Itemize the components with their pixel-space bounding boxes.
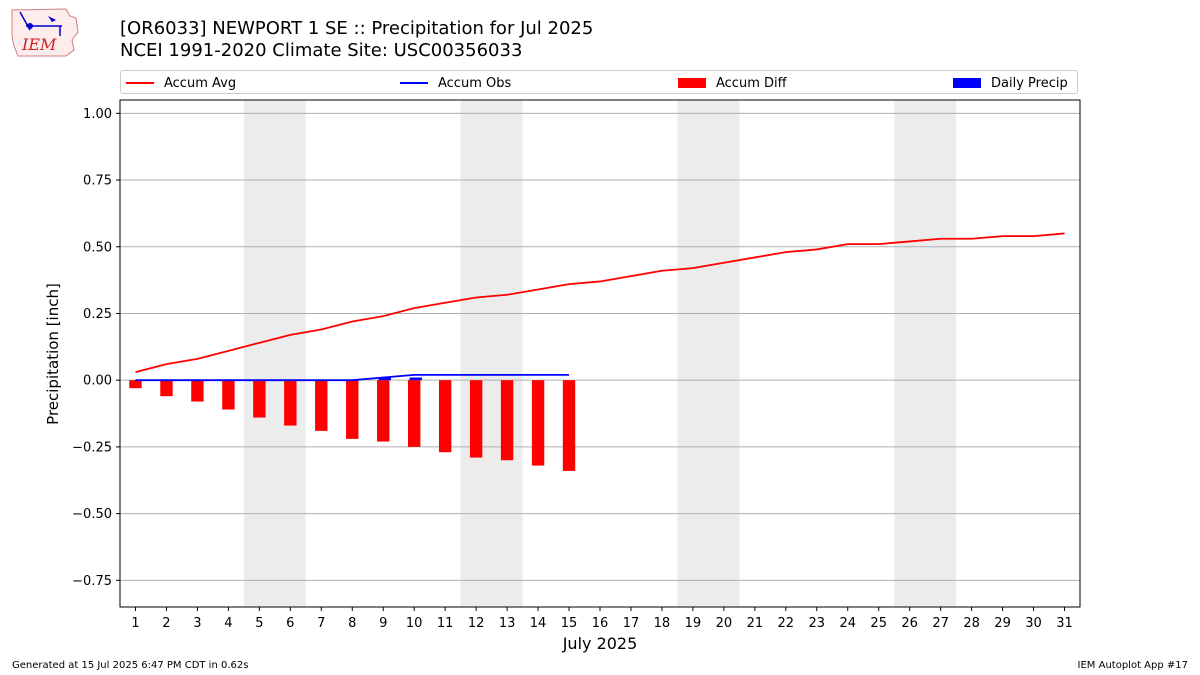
accum-diff-bar <box>315 380 328 431</box>
weekend-shade <box>677 100 740 607</box>
y-tick-label: −0.50 <box>72 507 112 522</box>
x-tick-label: 29 <box>994 616 1011 631</box>
accum-diff-bar <box>531 380 545 466</box>
accum-avg-line <box>135 232 1065 374</box>
legend-label-accum-avg: Accum Avg <box>164 75 237 91</box>
accum-diff-bar <box>469 380 483 458</box>
logo-text: IEM <box>21 35 57 54</box>
accum-diff-bar <box>500 380 514 461</box>
x-tick-label: 31 <box>1056 616 1073 631</box>
legend-item-accum-diff: Accum Diff <box>678 74 787 92</box>
chart-title: [OR6033] NEWPORT 1 SE :: Precipitation f… <box>120 18 593 62</box>
legend-swatch-accum-avg <box>126 82 154 84</box>
y-tick-label: 1.00 <box>83 107 112 122</box>
x-tick-label: 17 <box>623 616 640 631</box>
title-line-2: NCEI 1991-2020 Climate Site: USC00356033 <box>120 40 523 61</box>
legend-item-accum-avg: Accum Avg <box>126 74 236 92</box>
legend: Accum Avg Accum Obs Accum Diff Daily Pre… <box>120 70 1078 94</box>
x-tick-label: 2 <box>162 616 170 631</box>
x-tick-label: 14 <box>530 616 547 631</box>
accum-obs-line <box>135 373 570 382</box>
accum-diff-bar <box>191 380 204 402</box>
accum-diff-bar <box>129 380 142 389</box>
x-tick-label: 24 <box>839 616 856 631</box>
y-tick-label: 0.00 <box>83 374 112 389</box>
x-tick-label: 26 <box>901 616 918 631</box>
legend-label-daily-precip: Daily Precip <box>991 75 1068 91</box>
legend-swatch-accum-obs <box>400 82 428 84</box>
x-tick-label: 15 <box>561 616 578 631</box>
x-tick-label: 16 <box>592 616 609 631</box>
x-tick-label: 11 <box>437 616 454 631</box>
y-tick-label: 0.25 <box>83 307 112 322</box>
y-axis-label: Precipitation [inch] <box>44 283 62 425</box>
x-tick-label: 3 <box>193 616 201 631</box>
legend-swatch-daily-precip <box>953 78 981 88</box>
y-tick-label: 0.50 <box>83 240 112 255</box>
accum-diff-bar <box>562 380 576 471</box>
y-tick-label: −0.75 <box>72 574 112 589</box>
x-tick-label: 28 <box>963 616 980 631</box>
app-credit: IEM Autoplot App #17 <box>1077 660 1188 671</box>
accum-diff-bar <box>160 380 173 397</box>
accum-diff-bar <box>438 380 452 453</box>
x-tick-label: 10 <box>406 616 423 631</box>
generated-timestamp: Generated at 15 Jul 2025 6:47 PM CDT in … <box>12 660 249 671</box>
legend-item-daily-precip: Daily Precip <box>953 74 1068 92</box>
x-tick-label: 8 <box>348 616 356 631</box>
x-tick-label: 7 <box>317 616 325 631</box>
x-tick-label: 5 <box>255 616 263 631</box>
legend-item-accum-obs: Accum Obs <box>400 74 511 92</box>
accum-diff-bar <box>284 380 297 426</box>
x-tick-label: 22 <box>778 616 795 631</box>
y-tick-label: 0.75 <box>83 174 112 189</box>
weekend-shade <box>894 100 957 607</box>
x-tick-label: 20 <box>716 616 733 631</box>
legend-label-accum-diff: Accum Diff <box>716 75 787 91</box>
weekend-shade <box>460 100 523 607</box>
x-tick-label: 12 <box>468 616 485 631</box>
y-tick-label: −0.25 <box>72 440 112 455</box>
iem-logo: IEM <box>11 8 79 57</box>
x-tick-label: 27 <box>932 616 949 631</box>
accum-diff-bar <box>253 380 266 418</box>
x-tick-label: 6 <box>286 616 294 631</box>
x-tick-label: 19 <box>685 616 702 631</box>
x-tick-label: 13 <box>499 616 516 631</box>
legend-swatch-accum-diff <box>678 78 706 88</box>
x-tick-label: 18 <box>654 616 671 631</box>
x-tick-label: 1 <box>131 616 139 631</box>
title-line-1: [OR6033] NEWPORT 1 SE :: Precipitation f… <box>120 18 594 39</box>
x-tick-label: 9 <box>379 616 387 631</box>
legend-label-accum-obs: Accum Obs <box>438 75 512 91</box>
x-tick-label: 4 <box>224 616 232 631</box>
x-tick-label: 30 <box>1025 616 1042 631</box>
accum-diff-bar <box>377 380 390 442</box>
weekend-shade <box>243 100 306 607</box>
x-tick-label: 25 <box>870 616 887 631</box>
daily-precip-bar <box>378 377 391 381</box>
x-tick-label: 23 <box>809 616 826 631</box>
accum-diff-bar <box>408 380 421 447</box>
accum-diff-bar <box>346 380 359 439</box>
x-tick-label: 21 <box>747 616 764 631</box>
daily-precip-bar <box>409 377 422 381</box>
accum-diff-bar <box>222 380 235 410</box>
x-axis-label: July 2025 <box>562 634 638 653</box>
